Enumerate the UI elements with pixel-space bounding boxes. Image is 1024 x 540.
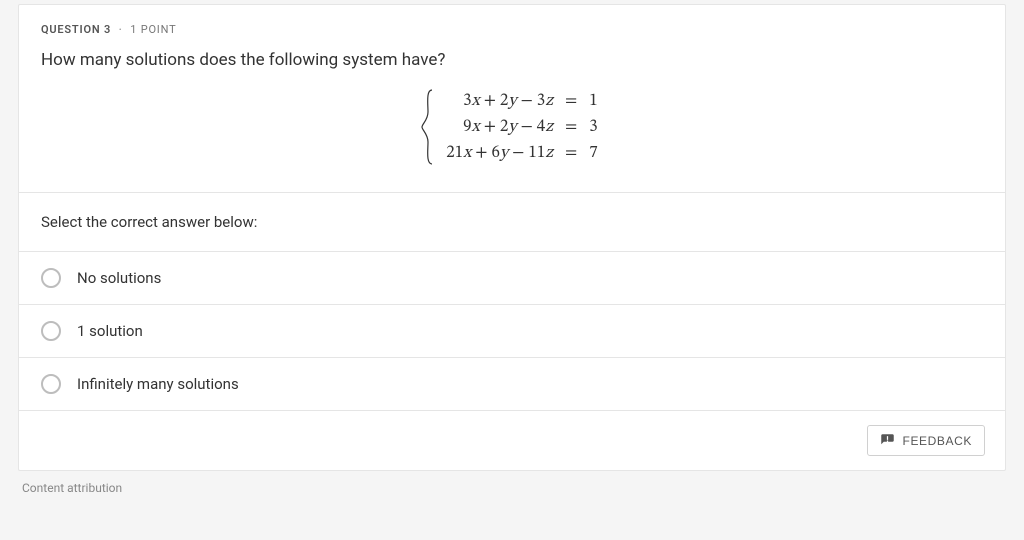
answer-choice[interactable]: 1 solution: [19, 305, 1005, 357]
radio-icon: [41, 374, 61, 394]
equation-lhs: 3x + 2y − 3z: [440, 88, 559, 114]
card-footer: FEEDBACK: [19, 411, 1005, 470]
question-header-section: QUESTION 3 · 1 POINT How many solutions …: [19, 5, 1005, 192]
feedback-button-label: FEEDBACK: [903, 434, 972, 448]
equation-system: 3x + 2y − 3z=19x + 2y − 4z=321x + 6y − 1…: [41, 84, 983, 174]
content-attribution: Content attribution: [18, 471, 1006, 495]
left-brace-icon: [420, 88, 434, 166]
radio-icon: [41, 268, 61, 288]
equation-equals: =: [559, 114, 583, 140]
question-prompt: How many solutions does the following sy…: [41, 50, 983, 70]
question-number: 3: [104, 23, 111, 36]
question-points: 1 POINT: [130, 23, 176, 36]
answer-choice[interactable]: No solutions: [19, 252, 1005, 304]
answer-choice-label: 1 solution: [77, 322, 143, 340]
equation-rhs: 3: [583, 114, 603, 140]
equation-lhs: 9x + 2y − 4z: [440, 114, 559, 140]
equation-lhs: 21x + 6y − 11z: [440, 140, 559, 166]
equation-rhs: 1: [583, 88, 603, 114]
equation-row: 3x + 2y − 3z=1: [440, 88, 603, 114]
answer-choice-label: No solutions: [77, 269, 161, 287]
equation-equals: =: [559, 88, 583, 114]
answer-choice[interactable]: Infinitely many solutions: [19, 358, 1005, 410]
equation-row: 9x + 2y − 4z=3: [440, 114, 603, 140]
equation-table: 3x + 2y − 3z=19x + 2y − 4z=321x + 6y − 1…: [440, 88, 603, 166]
equation-equals: =: [559, 140, 583, 166]
question-label: QUESTION: [41, 23, 100, 36]
question-header: QUESTION 3 · 1 POINT: [41, 23, 983, 36]
equation-rhs: 7: [583, 140, 603, 166]
question-card: QUESTION 3 · 1 POINT How many solutions …: [18, 4, 1006, 471]
feedback-button[interactable]: FEEDBACK: [867, 425, 985, 456]
answer-instruction: Select the correct answer below:: [19, 193, 1005, 251]
choices-container: No solutions 1 solution Infinitely many so…: [19, 251, 1005, 410]
radio-icon: [41, 321, 61, 341]
equation-row: 21x + 6y − 11z=7: [440, 140, 603, 166]
feedback-icon: [880, 433, 895, 448]
separator-dot: ·: [119, 23, 123, 36]
answer-choice-label: Infinitely many solutions: [77, 375, 239, 393]
